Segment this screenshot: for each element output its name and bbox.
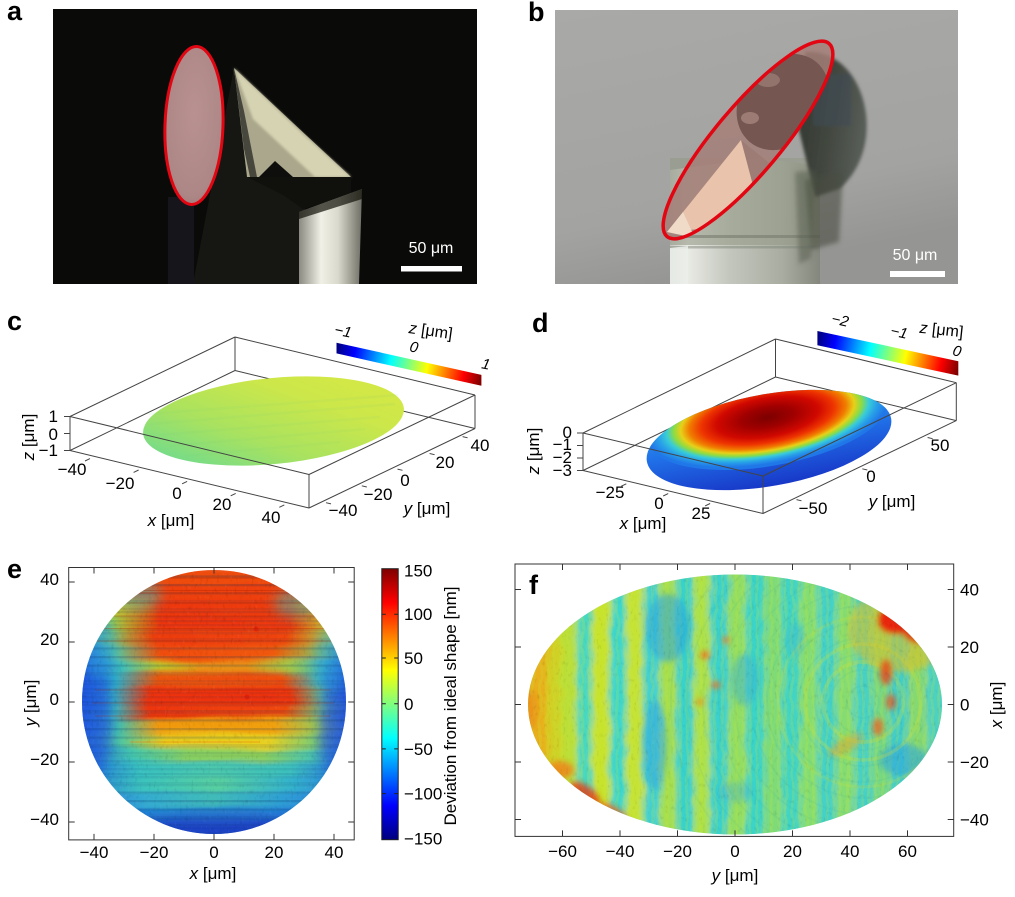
svg-text:y [μm]: y [μm] [21, 680, 40, 728]
svg-text:20: 20 [265, 843, 284, 862]
svg-text:40: 40 [471, 436, 490, 455]
svg-text:−1: −1 [333, 322, 353, 342]
svg-text:0: 0 [408, 338, 420, 356]
svg-text:−60: −60 [548, 842, 577, 861]
svg-text:−150: −150 [404, 829, 442, 848]
svg-text:20: 20 [783, 842, 802, 861]
svg-text:y [μm]: y [μm] [868, 492, 916, 511]
svg-text:−20: −20 [960, 753, 989, 772]
svg-text:x [μm]: x [μm] [619, 514, 667, 533]
svg-text:−25: −25 [596, 483, 625, 502]
svg-text:0: 0 [49, 425, 58, 444]
svg-text:0: 0 [50, 690, 59, 709]
svg-text:y [μm]: y [μm] [711, 866, 759, 885]
svg-text:−1: −1 [553, 435, 572, 454]
svg-text:0: 0 [209, 843, 218, 862]
svg-text:−40: −40 [58, 460, 87, 479]
svg-text:x [μm]: x [μm] [987, 682, 1006, 730]
svg-text:0: 0 [563, 423, 572, 442]
svg-text:20: 20 [436, 453, 455, 472]
svg-text:−20: −20 [106, 474, 135, 493]
svg-text:−2: −2 [830, 310, 851, 331]
svg-text:50 μm: 50 μm [409, 240, 454, 257]
svg-text:−50: −50 [799, 499, 828, 518]
svg-text:50 μm: 50 μm [893, 247, 938, 264]
svg-text:Deviation from ideal shape [nm: Deviation from ideal shape [nm] [441, 586, 460, 825]
svg-text:50: 50 [931, 436, 950, 455]
svg-text:0: 0 [730, 842, 739, 861]
svg-text:−1: −1 [39, 441, 58, 460]
svg-text:40: 40 [262, 508, 281, 527]
svg-text:0: 0 [404, 695, 413, 714]
svg-text:50: 50 [404, 649, 423, 668]
svg-text:0: 0 [960, 696, 969, 715]
svg-text:0: 0 [654, 494, 663, 513]
svg-text:20: 20 [960, 638, 979, 657]
svg-text:0: 0 [951, 342, 964, 361]
svg-text:−20: −20 [30, 750, 59, 769]
svg-text:150: 150 [404, 562, 432, 581]
svg-text:z [μm]: z [μm] [918, 320, 964, 342]
svg-text:−40: −40 [606, 842, 635, 861]
svg-text:−40: −40 [329, 501, 358, 520]
svg-text:25: 25 [692, 504, 711, 523]
svg-text:−40: −40 [80, 843, 109, 862]
svg-text:20: 20 [213, 495, 232, 514]
svg-text:−40: −40 [30, 810, 59, 829]
svg-text:x [μm]: x [μm] [147, 511, 195, 530]
svg-text:−50: −50 [404, 740, 433, 759]
svg-text:−40: −40 [960, 811, 989, 830]
svg-text:0: 0 [400, 471, 409, 490]
svg-text:0: 0 [172, 484, 181, 503]
svg-text:60: 60 [898, 842, 917, 861]
svg-text:−20: −20 [140, 843, 169, 862]
svg-text:20: 20 [40, 630, 59, 649]
svg-text:−3: −3 [553, 461, 572, 480]
svg-text:z [μm]: z [μm] [524, 428, 543, 476]
svg-text:−2: −2 [553, 448, 572, 467]
svg-text:−20: −20 [663, 842, 692, 861]
svg-text:−1: −1 [889, 322, 909, 342]
svg-text:100: 100 [404, 605, 432, 624]
svg-text:40: 40 [40, 570, 59, 589]
svg-text:40: 40 [841, 842, 860, 861]
svg-text:1: 1 [480, 355, 492, 373]
svg-text:x [μm]: x [μm] [189, 864, 237, 883]
svg-text:−100: −100 [404, 785, 442, 804]
svg-text:1: 1 [49, 407, 58, 426]
svg-text:y [μm]: y [μm] [403, 499, 451, 518]
svg-text:40: 40 [960, 581, 979, 600]
svg-text:0: 0 [866, 467, 875, 486]
svg-text:z [μm]: z [μm] [407, 320, 454, 343]
svg-text:z [μm]: z [μm] [19, 414, 38, 462]
svg-text:−20: −20 [364, 485, 393, 504]
svg-text:40: 40 [325, 843, 344, 862]
